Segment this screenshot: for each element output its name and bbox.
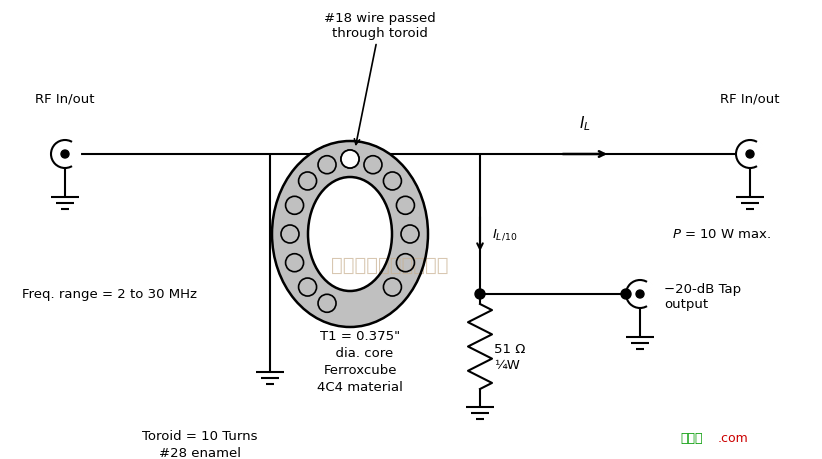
Text: #18 wire passed
through toroid: #18 wire passed through toroid <box>324 12 436 145</box>
Text: .com: .com <box>718 431 749 444</box>
Text: RF In/out: RF In/out <box>720 92 780 105</box>
Text: $\mathit{I}_{L/10}$: $\mathit{I}_{L/10}$ <box>492 227 517 242</box>
Text: 接线图: 接线图 <box>680 431 703 444</box>
Circle shape <box>61 151 69 159</box>
Polygon shape <box>272 142 428 327</box>
Circle shape <box>626 280 654 308</box>
Circle shape <box>51 141 79 168</box>
Circle shape <box>746 151 754 159</box>
Circle shape <box>341 151 359 168</box>
Text: Freq. range = 2 to 30 MHz: Freq. range = 2 to 30 MHz <box>22 288 197 301</box>
Circle shape <box>736 141 764 168</box>
Text: $\mathit{P}$ = 10 W max.: $\mathit{P}$ = 10 W max. <box>672 228 772 241</box>
Circle shape <box>621 289 631 299</box>
Text: 杭州将睁科技有限公司: 杭州将睁科技有限公司 <box>331 255 449 274</box>
Text: −20-dB Tap
output: −20-dB Tap output <box>664 282 741 310</box>
Text: RF In/out: RF In/out <box>35 92 95 105</box>
Text: $\mathit{I}_L$: $\mathit{I}_L$ <box>580 114 591 133</box>
Text: 51 Ω
¼W: 51 Ω ¼W <box>494 342 525 371</box>
Circle shape <box>636 291 644 298</box>
Circle shape <box>475 289 485 299</box>
Text: Toroid = 10 Turns
#28 enamel: Toroid = 10 Turns #28 enamel <box>142 429 258 459</box>
Text: T1 = 0.375"
  dia. core
Ferroxcube
4C4 material: T1 = 0.375" dia. core Ferroxcube 4C4 mat… <box>317 329 403 393</box>
